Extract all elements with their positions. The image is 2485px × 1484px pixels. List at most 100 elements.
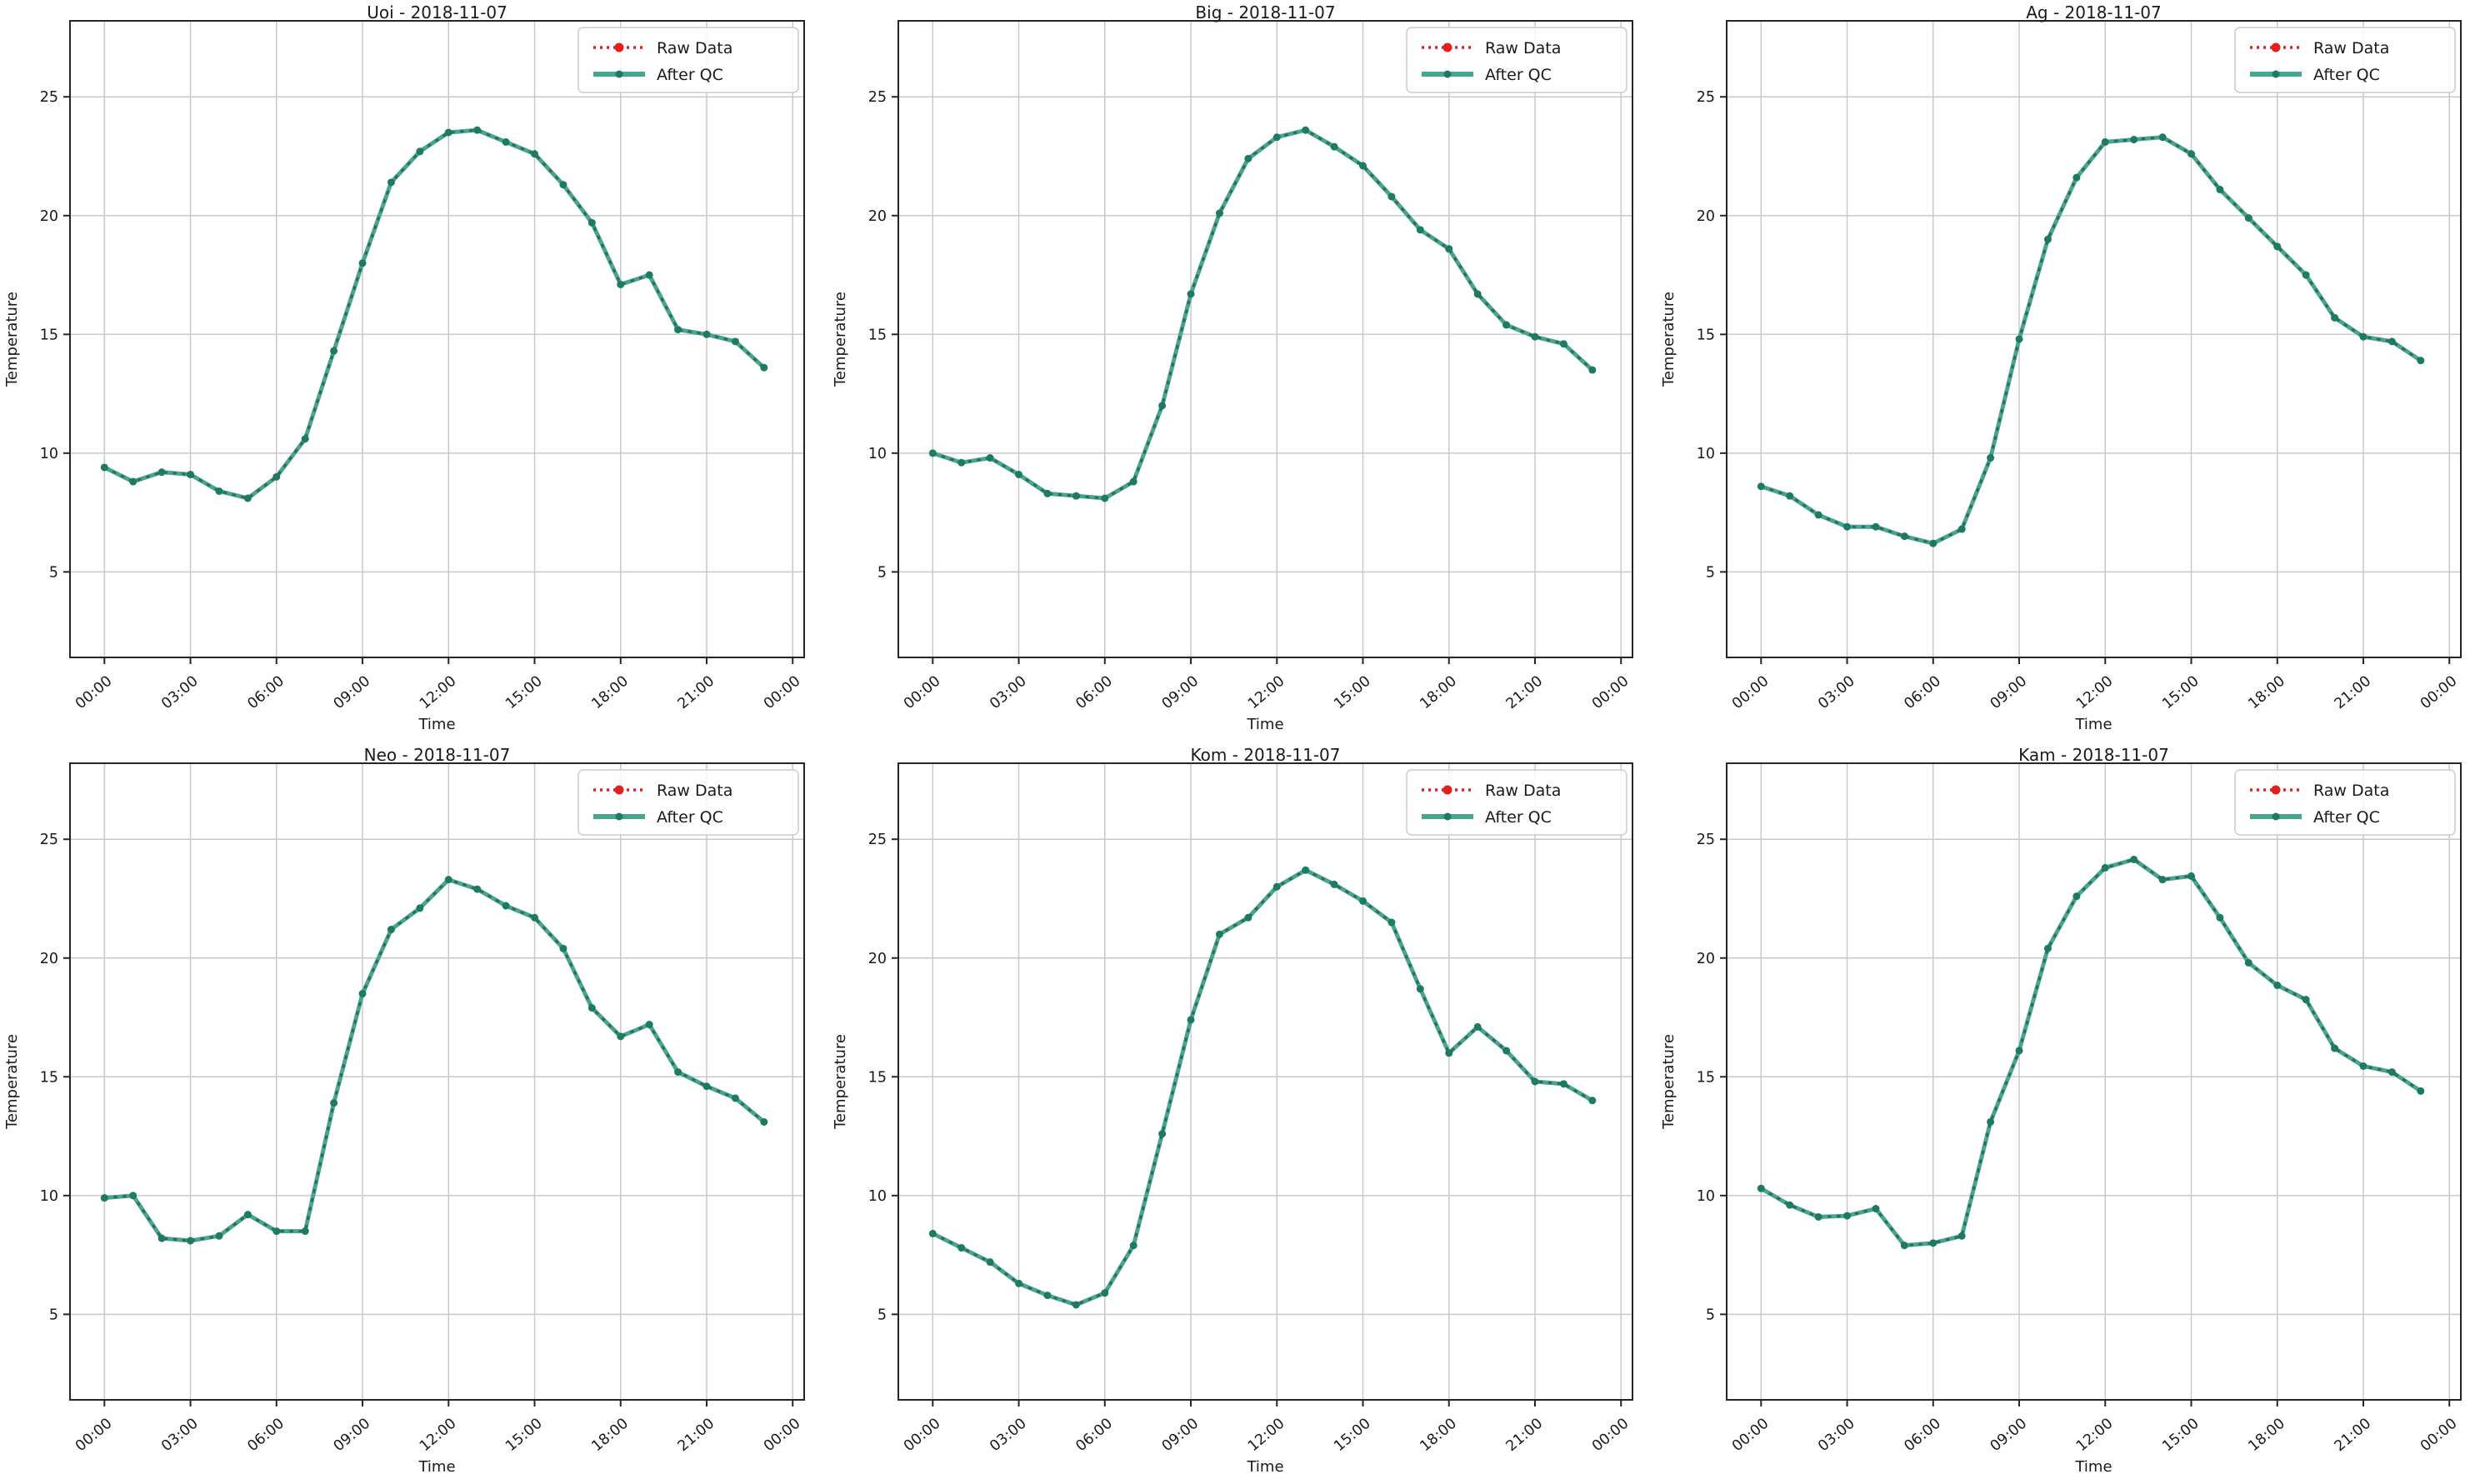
chart-title-kom: Kom - 2018-11-07	[1190, 745, 1341, 765]
x-axis-label: Time	[2074, 1458, 2112, 1476]
tick-labels: 00:00 03:00 06:00 09:00 12:00 15:00 18:00 21:00…	[868, 832, 1632, 1455]
legend-raw-label: Raw Data	[2313, 39, 2389, 57]
legend: Raw Data After QC	[1406, 27, 1628, 93]
series-after-qc	[1757, 855, 2425, 1250]
svg-text:06:00: 06:00	[1902, 1416, 1944, 1456]
svg-text:25: 25	[1697, 89, 1715, 106]
chart-title-ag: Ag - 2018-11-07	[2026, 2, 2162, 22]
svg-text:15: 15	[1697, 1069, 1715, 1086]
svg-text:10: 10	[868, 1188, 887, 1205]
tick-marks	[1720, 96, 2451, 664]
legend-qc-label: After QC	[2313, 808, 2380, 827]
legend: Raw Data After QC	[2234, 27, 2456, 93]
svg-text:5: 5	[49, 1307, 58, 1323]
legend: Raw Data After QC	[2234, 769, 2456, 836]
legend-qc-label: After QC	[1485, 66, 1552, 84]
svg-text:18:00: 18:00	[588, 673, 631, 713]
series-after-qc	[100, 876, 768, 1245]
axes-spines	[1726, 762, 2462, 1401]
svg-text:00:00: 00:00	[901, 1416, 943, 1456]
svg-text:00:00: 00:00	[761, 673, 803, 713]
svg-text:20: 20	[40, 951, 58, 967]
svg-text:09:00: 09:00	[1159, 673, 1202, 713]
svg-text:00:00: 00:00	[2418, 1416, 2460, 1456]
subplot-uoi: Uoi - 2018-11-07 00:00 03:00 06:00 09:00 12:…	[0, 0, 828, 742]
svg-text:15: 15	[40, 1069, 58, 1086]
svg-text:12:00: 12:00	[2073, 1416, 2116, 1456]
svg-text:00:00: 00:00	[1589, 1416, 1632, 1456]
svg-text:09:00: 09:00	[1988, 673, 2030, 713]
y-axis-label: Temperature	[832, 1034, 849, 1130]
series-after-qc	[928, 866, 1597, 1309]
svg-text:03:00: 03:00	[158, 673, 201, 713]
svg-text:20: 20	[1697, 208, 1715, 225]
svg-text:00:00: 00:00	[2418, 673, 2460, 713]
svg-text:00:00: 00:00	[1729, 1416, 1772, 1456]
svg-text:25: 25	[40, 832, 58, 848]
svg-text:18:00: 18:00	[1417, 673, 1459, 713]
svg-text:12:00: 12:00	[417, 1416, 459, 1456]
legend-qc-label: After QC	[2313, 66, 2380, 84]
svg-text:15:00: 15:00	[1331, 673, 1373, 713]
legend: Raw Data After QC	[578, 769, 799, 836]
svg-text:18:00: 18:00	[2245, 673, 2288, 713]
gridlines	[898, 763, 1632, 1400]
svg-text:06:00: 06:00	[1073, 1416, 1116, 1456]
svg-text:21:00: 21:00	[1503, 1416, 1546, 1456]
series-after-qc	[928, 126, 1597, 502]
x-axis-label: Time	[2074, 716, 2112, 733]
series-raw-data-dotted	[1760, 857, 2422, 1247]
chart-title-uoi: Uoi - 2018-11-07	[367, 2, 508, 22]
svg-text:00:00: 00:00	[761, 1416, 803, 1456]
svg-text:15:00: 15:00	[1331, 1416, 1373, 1456]
legend-raw-label: Raw Data	[657, 782, 732, 800]
chart-title-big: Big - 2018-11-07	[1195, 2, 1336, 22]
gridlines	[70, 763, 804, 1400]
svg-text:00:00: 00:00	[72, 673, 115, 713]
svg-text:10: 10	[1697, 446, 1715, 462]
svg-text:25: 25	[1697, 832, 1715, 848]
subplot-big: Big - 2018-11-07 00:00 03:00 06:00 09:00 12:…	[828, 0, 1657, 742]
subplot-kom: Kom - 2018-11-07 00:00 03:00 06:00 09:00 12:…	[828, 742, 1657, 1484]
svg-text:15:00: 15:00	[2159, 1416, 2202, 1456]
x-axis-label: Time	[1246, 1458, 1283, 1476]
tick-marks	[63, 838, 794, 1407]
gridlines	[1727, 763, 2461, 1400]
svg-text:15: 15	[1697, 327, 1715, 343]
svg-text:18:00: 18:00	[2245, 1416, 2288, 1456]
y-axis-label: Temperature	[3, 1034, 21, 1130]
axes-spines	[69, 762, 805, 1401]
legend-raw-label: Raw Data	[2313, 782, 2389, 800]
svg-text:18:00: 18:00	[588, 1416, 631, 1456]
series-raw-data-dotted	[104, 878, 765, 1242]
gridlines	[1727, 21, 2461, 657]
y-axis-label: Temperature	[3, 292, 21, 387]
svg-text:09:00: 09:00	[331, 673, 373, 713]
svg-text:03:00: 03:00	[987, 1416, 1029, 1456]
chart-canvas-kam: 00:00 03:00 06:00 09:00 12:00 15:00 18:00 21:00…	[1660, 762, 2462, 1476]
svg-text:12:00: 12:00	[417, 673, 459, 713]
svg-text:00:00: 00:00	[72, 1416, 115, 1456]
svg-text:10: 10	[1697, 1188, 1715, 1205]
svg-text:03:00: 03:00	[1815, 1416, 1858, 1456]
svg-text:15:00: 15:00	[502, 1416, 545, 1456]
legend: Raw Data After QC	[1406, 769, 1628, 836]
gridlines	[898, 21, 1632, 657]
svg-text:03:00: 03:00	[1815, 673, 1858, 713]
svg-text:5: 5	[1706, 564, 1715, 581]
svg-text:03:00: 03:00	[987, 673, 1029, 713]
chart-title-kam: Kam - 2018-11-07	[2018, 745, 2169, 765]
x-axis-label: Time	[418, 1458, 455, 1476]
series-raw-data-dotted	[932, 128, 1593, 500]
legend-raw-label: Raw Data	[657, 39, 732, 57]
svg-text:15:00: 15:00	[2159, 673, 2202, 713]
series-raw-data-dotted	[103, 128, 765, 500]
svg-text:25: 25	[40, 89, 58, 106]
svg-text:06:00: 06:00	[245, 673, 288, 713]
chart-canvas-uoi: 00:00 03:00 06:00 09:00 12:00 15:00 18:00 21:00…	[3, 20, 805, 733]
legend-qc-label: After QC	[657, 808, 723, 827]
svg-text:5: 5	[878, 564, 887, 581]
svg-text:21:00: 21:00	[2332, 673, 2374, 713]
svg-text:12:00: 12:00	[1245, 673, 1288, 713]
